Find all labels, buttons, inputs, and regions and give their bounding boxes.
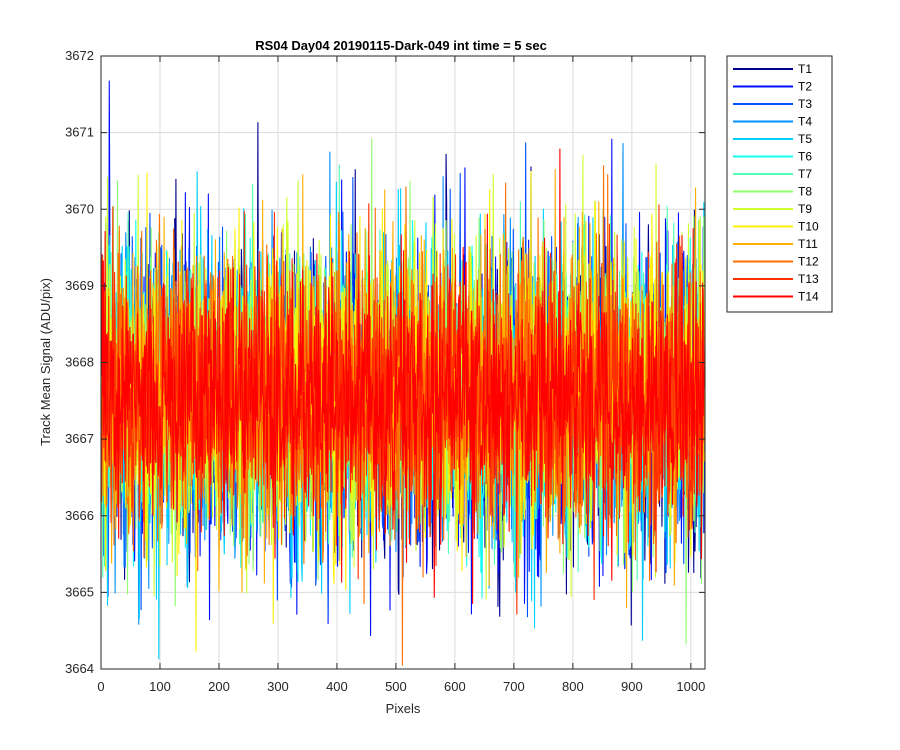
- y-tick-label: 3671: [65, 125, 94, 140]
- y-tick-label: 3669: [65, 278, 94, 293]
- series-layer: [101, 80, 705, 666]
- legend-label-t4: T4: [798, 115, 812, 129]
- y-tick-label: 3670: [65, 201, 94, 216]
- legend-label-t1: T1: [798, 62, 812, 76]
- legend-label-t11: T11: [798, 237, 818, 251]
- y-tick-label: 3665: [65, 584, 94, 599]
- x-tick-label: 700: [503, 679, 525, 694]
- legend-label-t2: T2: [798, 80, 812, 94]
- legend-label-t3: T3: [798, 97, 812, 111]
- y-axis-label: Track Mean Signal (ADU/pix): [38, 278, 53, 446]
- series-line-t14: [101, 148, 705, 605]
- x-tick-label: 600: [444, 679, 466, 694]
- chart-title: RS04 Day04 20190115-Dark-049 int time = …: [255, 38, 547, 53]
- y-tick-label: 3667: [65, 431, 94, 446]
- x-tick-label: 400: [326, 679, 348, 694]
- legend-label-t9: T9: [798, 202, 812, 216]
- legend-box: [726, 55, 833, 313]
- x-tick-label: 0: [97, 679, 104, 694]
- legend-label-t13: T13: [798, 272, 819, 286]
- legend: T1 T2 T3 T4 T5 T6 T7 T8 T9 T10 T11 T12 T13 T14: [726, 55, 833, 313]
- legend-label-t8: T8: [798, 185, 812, 199]
- axis-ticks: 0 100 200 300 400 500 600 700 800 900 1000 3664 3665…: [65, 48, 705, 694]
- y-tick-label: 3664: [65, 661, 94, 676]
- legend-label-t12: T12: [798, 255, 819, 269]
- x-tick-label: 100: [149, 679, 171, 694]
- legend-label-t10: T10: [798, 220, 819, 234]
- legend-label-t14: T14: [798, 290, 819, 304]
- x-tick-label: 300: [267, 679, 289, 694]
- plot-area: 0 100 200 300 400 500 600 700 800 900 1000 3664 3665…: [65, 48, 706, 694]
- y-tick-label: 3672: [65, 48, 94, 63]
- x-tick-label: 900: [621, 679, 643, 694]
- x-tick-label: 1000: [676, 679, 705, 694]
- x-tick-label: 200: [208, 679, 230, 694]
- x-tick-label: 800: [562, 679, 584, 694]
- x-axis-label: Pixels: [386, 701, 421, 716]
- legend-label-t6: T6: [798, 150, 812, 164]
- legend-label-t5: T5: [798, 132, 812, 146]
- x-tick-label: 500: [385, 679, 407, 694]
- legend-label-t7: T7: [798, 167, 812, 181]
- y-tick-label: 3666: [65, 508, 94, 523]
- y-tick-label: 3668: [65, 355, 94, 370]
